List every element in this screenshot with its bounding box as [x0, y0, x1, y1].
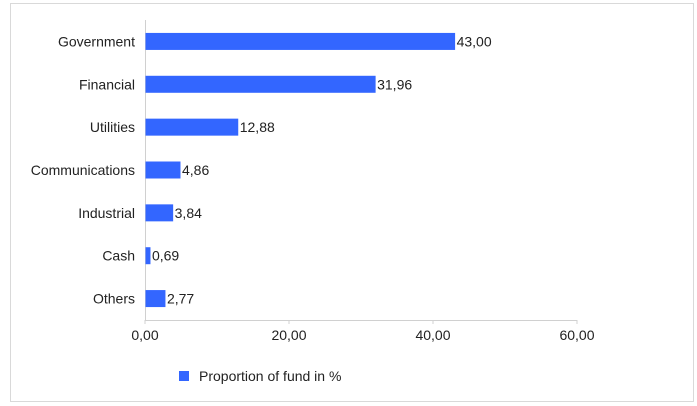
data-labels: 43,00 31,96 12,88 4,86 3,84 0,69 2,77 — [152, 33, 492, 306]
bars — [145, 32, 456, 308]
category-label: Industrial — [78, 205, 135, 221]
category-label: Others — [93, 291, 135, 307]
legend: Proportion of fund in % — [179, 368, 341, 384]
bar — [145, 290, 166, 308]
x-tick-label: 40,00 — [415, 327, 450, 343]
bar — [145, 32, 456, 50]
data-label: 2,77 — [167, 291, 194, 307]
bar — [145, 247, 151, 265]
category-label: Cash — [102, 248, 135, 264]
bar — [145, 204, 174, 222]
x-tick-label: 20,00 — [271, 327, 306, 343]
bar — [145, 161, 181, 179]
x-tick-label: 0,00 — [131, 327, 158, 343]
data-label: 4,86 — [182, 162, 209, 178]
category-label: Utilities — [90, 119, 135, 135]
data-label: 0,69 — [152, 248, 179, 264]
data-label: 3,84 — [175, 205, 202, 221]
x-tick-label: 60,00 — [559, 327, 594, 343]
chart-axes — [145, 20, 577, 321]
bar — [145, 118, 239, 136]
x-tick-labels: 0,00 20,00 40,00 60,00 — [131, 320, 595, 343]
data-label: 31,96 — [377, 76, 412, 92]
legend-label: Proportion of fund in % — [199, 368, 341, 384]
category-label: Financial — [79, 76, 135, 92]
chart-frame — [10, 3, 694, 402]
data-label: 12,88 — [240, 119, 275, 135]
category-label: Communications — [31, 162, 135, 178]
category-label: Government — [58, 33, 135, 49]
legend-swatch — [179, 371, 189, 381]
category-labels: Government Financial Utilities Communicatio… — [31, 33, 135, 306]
bar — [145, 75, 376, 93]
data-label: 43,00 — [457, 33, 492, 49]
